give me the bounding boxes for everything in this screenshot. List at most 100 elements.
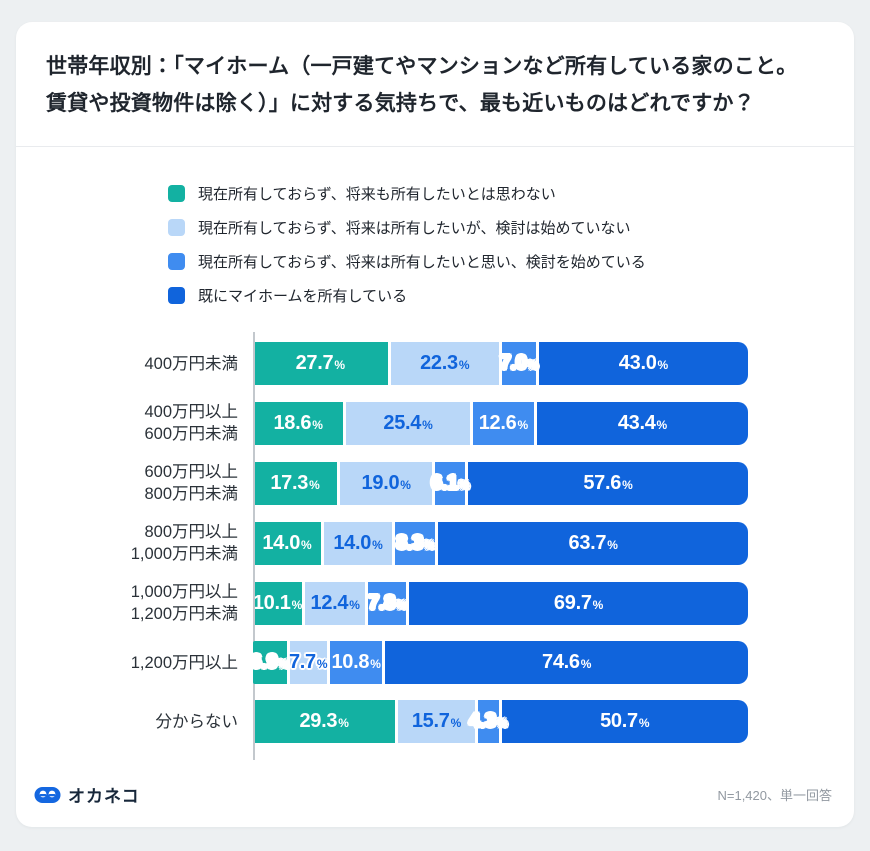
okaneko-logo: オカネコ: [34, 782, 140, 807]
segment-value-label: 25.4%: [383, 411, 433, 434]
page-title-line-1: 世帯年収別：「マイホーム（一戸建てやマンションなど所有している家のこと。: [46, 55, 798, 78]
segment-value-label: 14.0%: [333, 531, 383, 554]
legend-item: 現在所有しておらず、将来は所有したいと思い、検討を始めている: [168, 251, 814, 272]
bar-segment: 12.6%: [472, 401, 535, 445]
segment-value-label: 43.4%: [617, 411, 668, 434]
survey-card: 世帯年収別：「マイホーム（一戸建てやマンションなど所有している家のこと。 賃貸や…: [16, 22, 854, 827]
bar-segment: 57.6%: [468, 461, 748, 505]
bar-segment: 22.3%: [390, 342, 499, 385]
bar-segment: 18.6%: [253, 401, 344, 445]
chart-legend: 現在所有しておらず、将来も所有したいとは思わない 現在所有しておらず、将来は所有…: [168, 183, 814, 306]
segment-value-label: 19.0%: [361, 471, 411, 494]
bar-segment: 19.0%: [340, 461, 433, 505]
chart-row: 400万円以上 600万円未満 18.6% 25.4% 12.6% 43.4%: [56, 401, 748, 445]
bar-segment: 69.7%: [409, 581, 748, 625]
stacked-bar: 14.0% 14.0% 8.3% 63.7%: [253, 521, 749, 565]
chart-row: 800万円以上 1,000万円未満 14.0% 14.0% 8.3% 63.7%: [56, 521, 749, 565]
stacked-bar: 6.9% 7.7% 10.8% 74.6%: [250, 641, 748, 684]
segment-value-label: 74.6%: [542, 651, 592, 673]
legend-swatch-midblue: [168, 253, 185, 270]
legend-label: 現在所有しておらず、将来は所有したいが、検討は始めていない: [198, 220, 631, 237]
segment-value-label: 69.7%: [553, 591, 604, 614]
chart-row: 600万円以上 800万円未満 17.3% 19.0% 6.1% 57.6%: [56, 461, 748, 505]
legend-item: 現在所有しておらず、将来は所有したいが、検討は始めていない: [168, 217, 814, 238]
segment-value-label: 29.3%: [299, 710, 349, 732]
bar-segment: 10.1%: [252, 581, 303, 625]
legend-label: 既にマイホームを所有している: [198, 288, 408, 305]
segment-value-label: 7.7%: [288, 651, 328, 673]
sample-size-note: N=1,420、単一回答: [717, 788, 832, 803]
segment-value-label: 43.0%: [618, 352, 669, 374]
legend-swatch-teal: [168, 185, 185, 202]
legend-swatch-lightblue: [168, 219, 185, 236]
segment-value-label: 10.1%: [252, 591, 303, 614]
bar-segment: 14.0%: [253, 521, 322, 565]
bar-segment: 6.9%: [250, 641, 290, 684]
segment-value-label: 27.7%: [295, 352, 346, 374]
page-title-line-2: 賃貸や投資物件は除く）」に対する気持ちで、最も近いものはどれですか？: [46, 92, 755, 115]
bar-segment: 8.3%: [395, 521, 436, 565]
segment-value-label: 12.4%: [310, 591, 360, 614]
legend-label: 現在所有しておらず、将来も所有したいとは思わない: [198, 186, 556, 203]
chart-row: 1,000万円以上 1,200万円未満 10.1% 12.4% 7.8% 69.7%: [56, 581, 748, 625]
bar-segment: 43.0%: [539, 342, 748, 385]
bar-segment: 7.7%: [288, 641, 328, 684]
stacked-bar: 27.7% 22.3% 7.0% 43.0%: [253, 342, 748, 385]
bar-segment: 29.3%: [253, 700, 396, 743]
bar-segment: 10.8%: [329, 641, 383, 684]
bar-segment: 50.7%: [501, 700, 748, 743]
category-label: 400万円未満: [144, 354, 238, 373]
y-axis-line: [253, 332, 255, 760]
segment-value-label: 18.6%: [273, 411, 323, 434]
segment-value-label: 22.3%: [420, 352, 470, 374]
bar-segment: 14.0%: [324, 521, 393, 565]
category-label: 1,000万円以上 1,200万円未満: [130, 583, 238, 623]
segment-value-label: 14.0%: [262, 531, 312, 554]
category-label: 1,200万円以上: [130, 653, 238, 672]
stacked-bar: 18.6% 25.4% 12.6% 43.4%: [253, 401, 748, 445]
title-section: 世帯年収別：「マイホーム（一戸建てやマンションなど所有している家のこと。 賃貸や…: [16, 22, 854, 147]
bar-segment: 17.3%: [253, 461, 338, 505]
segment-value-label: 6.1%: [430, 471, 470, 494]
segment-value-label: 57.6%: [583, 471, 633, 494]
segment-value-label: 8.3%: [395, 531, 435, 554]
bar-segment: 12.4%: [305, 581, 366, 625]
segment-value-label: 4.3%: [468, 710, 508, 732]
segment-value-label: 15.7%: [411, 710, 462, 732]
category-label: 800万円以上 1,000万円未満: [130, 523, 238, 563]
stacked-bar-chart: 400万円未満 27.7% 22.3% 7.0% 43.0% 400万円以上 600万円未…: [56, 332, 814, 760]
chart-rows: 400万円未満 27.7% 22.3% 7.0% 43.0% 400万円以上 600万円未…: [56, 332, 749, 760]
bar-segment: 7.0%: [499, 342, 539, 385]
bar-segment: 7.8%: [368, 581, 407, 625]
category-label: 400万円以上 600万円未満: [144, 403, 238, 443]
segment-value-label: 6.9%: [250, 651, 290, 673]
okaneko-logo-icon: [34, 786, 61, 803]
chart-content: 現在所有しておらず、将来も所有したいとは思わない 現在所有しておらず、将来は所有…: [16, 147, 854, 766]
bar-segment: 27.7%: [253, 342, 388, 385]
bar-segment: 43.4%: [537, 401, 748, 445]
chart-row: 400万円未満 27.7% 22.3% 7.0% 43.0%: [56, 342, 748, 385]
chart-row: 1,200万円以上 6.9% 7.7% 10.8% 74.6%: [56, 641, 748, 684]
segment-value-label: 50.7%: [600, 710, 650, 732]
logo-text: オカネコ: [68, 787, 140, 806]
legend-swatch-darkblue: [168, 287, 185, 304]
segment-value-label: 12.6%: [478, 411, 529, 434]
segment-value-label: 63.7%: [568, 531, 618, 554]
bar-segment: 63.7%: [438, 521, 749, 565]
segment-value-label: 7.8%: [368, 591, 407, 614]
category-label: 分からない: [155, 712, 239, 731]
stacked-bar: 10.1% 12.4% 7.8% 69.7%: [252, 581, 748, 625]
stacked-bar: 29.3% 15.7% 4.3% 50.7%: [253, 700, 748, 743]
bar-segment: 4.3%: [469, 700, 507, 743]
card-footer: オカネコ N=1,420、単一回答: [16, 766, 854, 827]
segment-value-label: 17.3%: [270, 471, 320, 494]
segment-value-label: 7.0%: [499, 352, 539, 374]
bar-segment: 15.7%: [398, 700, 475, 743]
legend-item: 既にマイホームを所有している: [168, 285, 814, 306]
bar-segment: 25.4%: [346, 401, 470, 445]
bar-segment: 6.1%: [431, 461, 470, 505]
stacked-bar: 17.3% 19.0% 6.1% 57.6%: [253, 461, 748, 505]
bar-segment: 74.6%: [385, 641, 748, 684]
segment-value-label: 10.8%: [331, 651, 381, 673]
category-label: 600万円以上 800万円未満: [144, 463, 238, 503]
